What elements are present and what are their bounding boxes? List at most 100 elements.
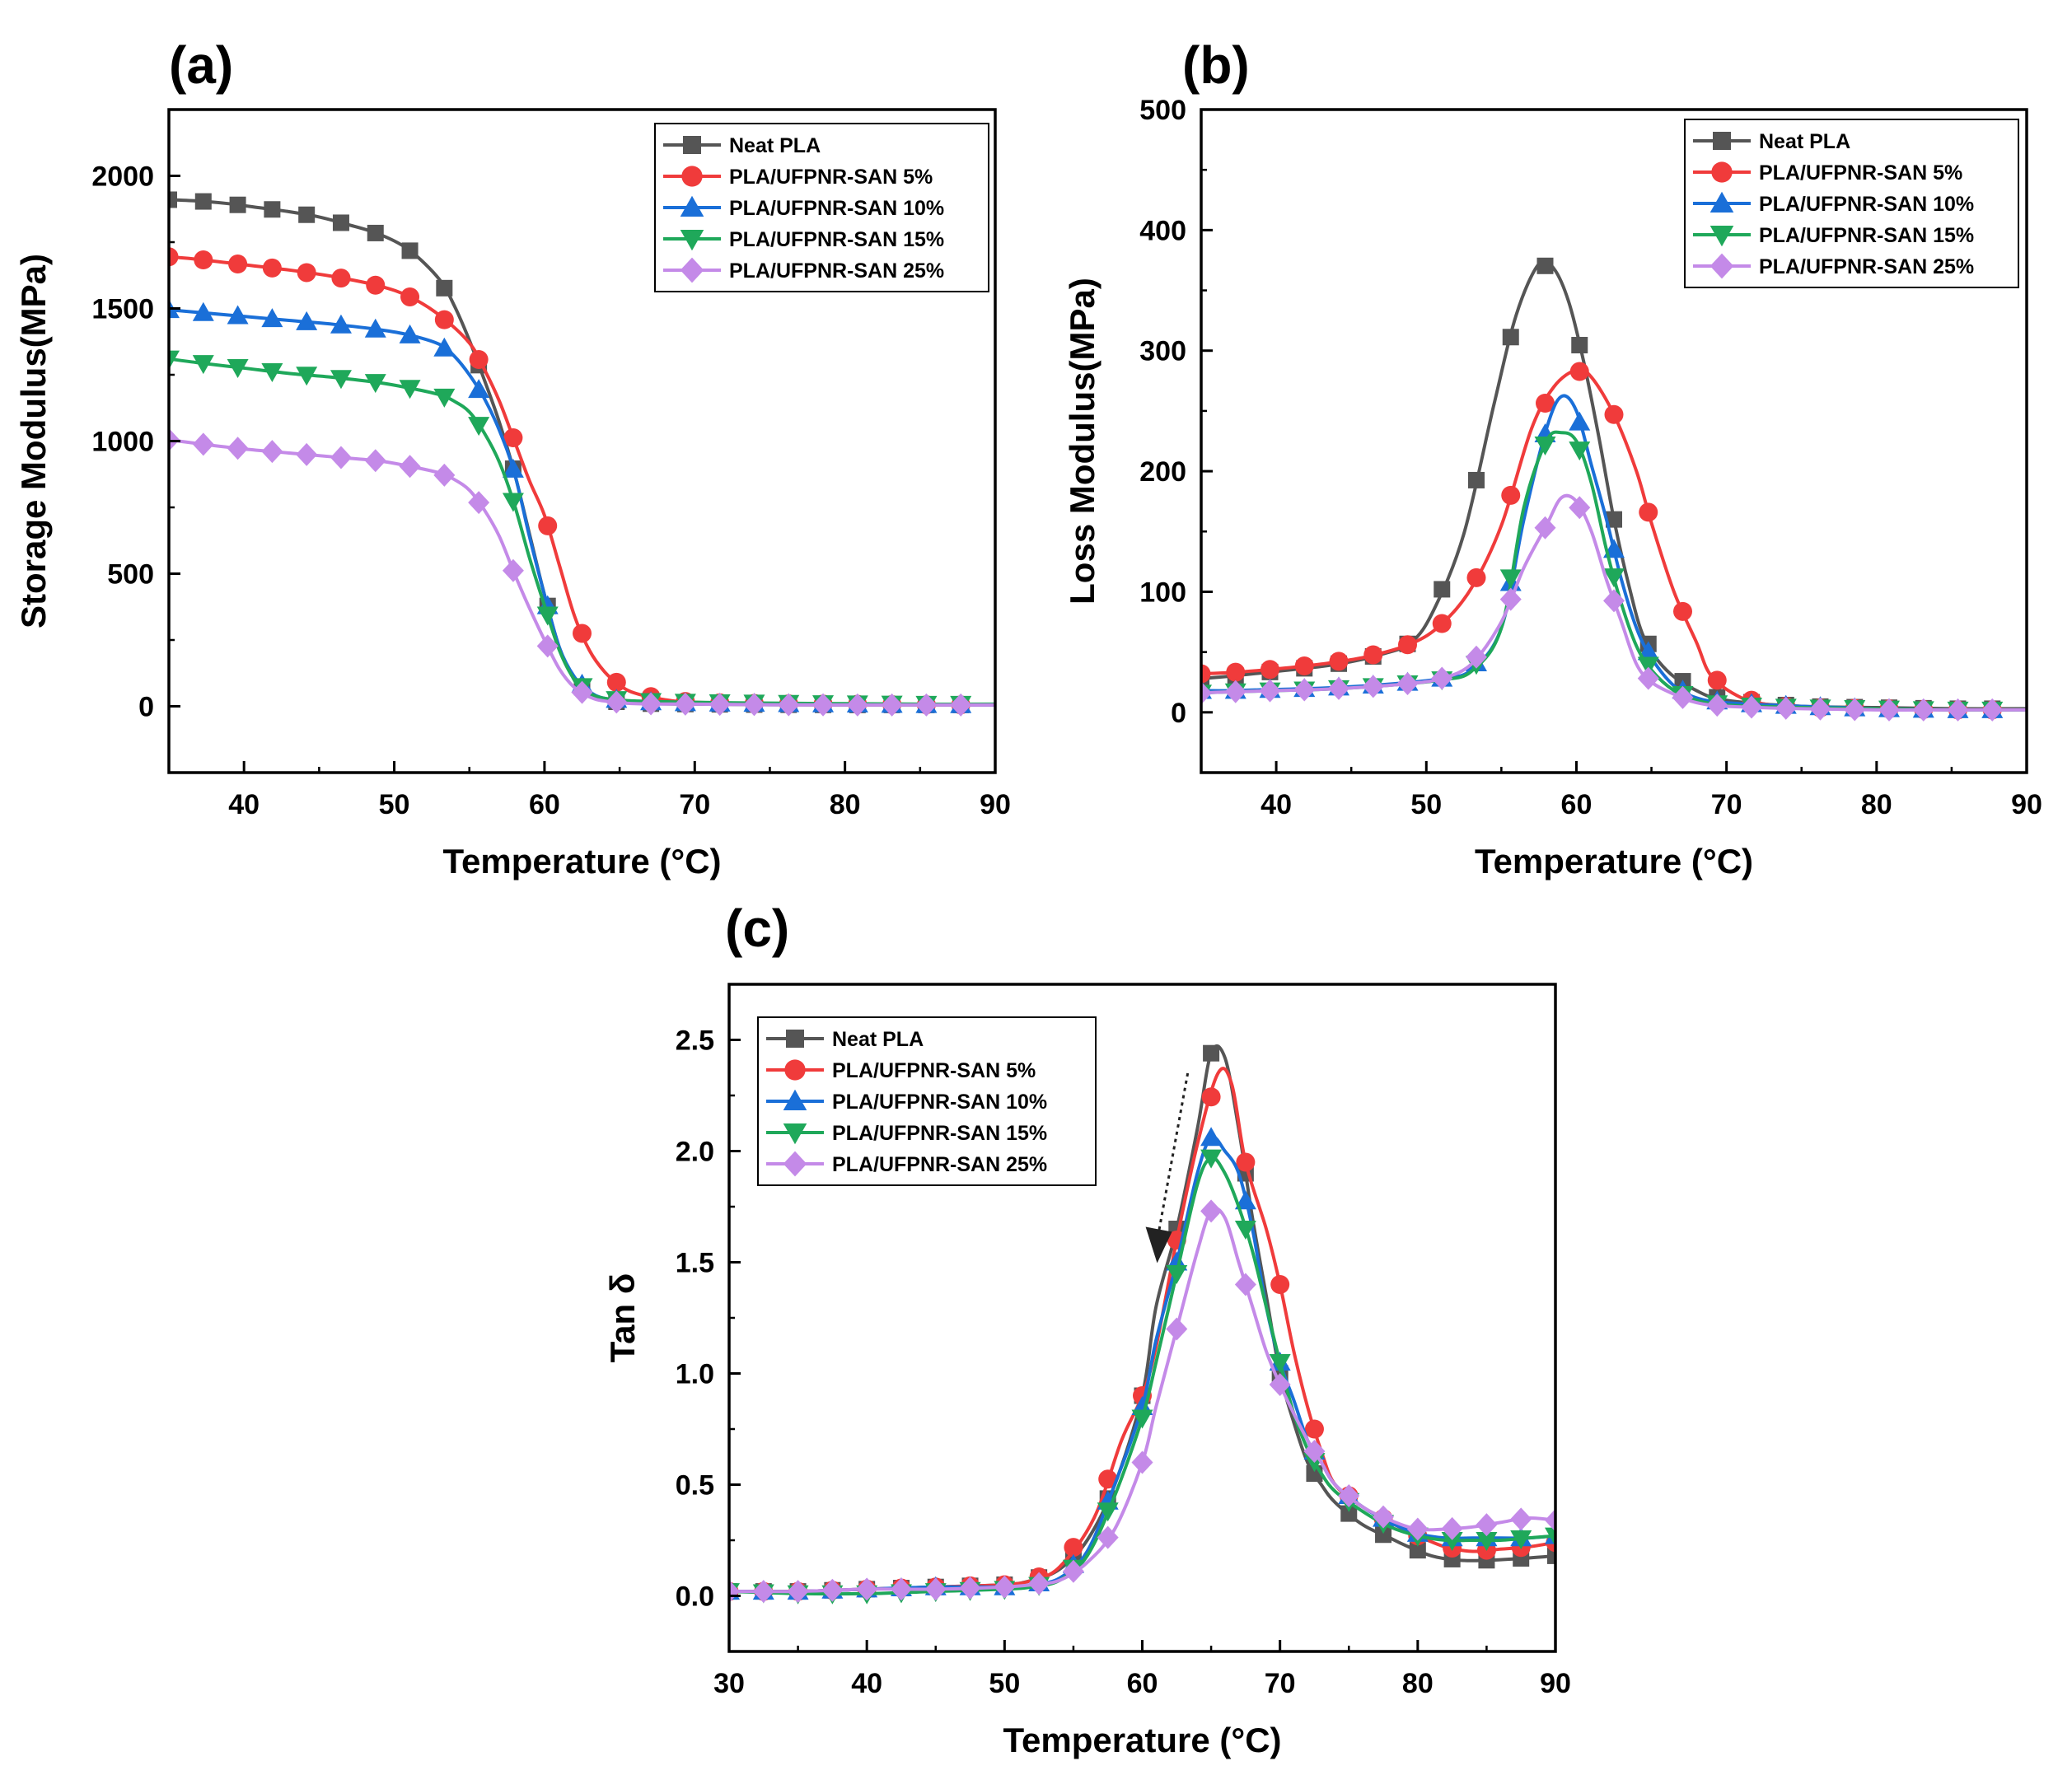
series-line bbox=[169, 437, 995, 707]
data-point bbox=[784, 1059, 806, 1081]
data-point bbox=[1261, 660, 1279, 680]
data-point bbox=[1097, 1525, 1119, 1549]
data-point bbox=[881, 693, 903, 717]
chart-1: 40 50 60 70 80 90 0 100 200 300 400 500 Temperature … bbox=[1063, 95, 2042, 880]
data-point bbox=[1534, 436, 1556, 455]
data-point bbox=[399, 455, 421, 479]
data-point bbox=[1131, 1450, 1153, 1474]
data-point bbox=[1398, 635, 1417, 655]
data-point bbox=[783, 1089, 807, 1110]
data-point bbox=[1441, 1516, 1463, 1540]
data-point bbox=[1224, 680, 1246, 703]
data-point bbox=[1200, 1199, 1223, 1223]
legend-box bbox=[757, 1016, 1097, 1186]
legend-entry: PLA/UFPNR-SAN 15% bbox=[832, 1122, 1047, 1145]
series-group bbox=[729, 1044, 1555, 1605]
data-point bbox=[674, 692, 696, 716]
data-point bbox=[330, 446, 352, 469]
data-point bbox=[296, 367, 318, 386]
data-point bbox=[1234, 1273, 1256, 1296]
annotation-arrow-shaft bbox=[1158, 1072, 1190, 1232]
data-point bbox=[227, 305, 249, 325]
data-point bbox=[1569, 411, 1591, 431]
legend-entry: PLA/UFPNR-SAN 5% bbox=[832, 1059, 1036, 1082]
series-line bbox=[1201, 259, 2027, 711]
data-point bbox=[1259, 679, 1281, 703]
data-point bbox=[1710, 191, 1734, 213]
x-tick-label: 60 bbox=[529, 789, 560, 820]
panel-label-c: (c) bbox=[725, 899, 790, 958]
series-line bbox=[169, 357, 995, 706]
legend-entry: PLA/UFPNR-SAN 10% bbox=[729, 197, 944, 220]
data-point bbox=[1981, 698, 2004, 722]
data-point bbox=[1269, 1354, 1291, 1373]
data-point bbox=[1710, 226, 1734, 247]
data-point bbox=[994, 1575, 1016, 1599]
data-point bbox=[1510, 1530, 1532, 1549]
data-point bbox=[959, 1576, 981, 1600]
x-tick-label: 50 bbox=[989, 1668, 1020, 1699]
x-tick-label: 40 bbox=[851, 1668, 882, 1699]
data-point bbox=[1499, 587, 1522, 611]
data-point bbox=[1304, 1419, 1324, 1439]
data-point bbox=[1639, 502, 1658, 522]
data-point bbox=[1466, 645, 1487, 669]
data-point bbox=[468, 379, 490, 399]
data-point bbox=[743, 693, 765, 717]
data-point bbox=[298, 206, 316, 223]
data-point bbox=[1476, 1513, 1498, 1537]
data-point bbox=[1269, 1373, 1291, 1396]
data-point bbox=[227, 437, 249, 460]
data-point bbox=[1234, 1221, 1256, 1240]
data-point bbox=[1604, 404, 1624, 424]
data-point bbox=[227, 359, 249, 379]
data-point bbox=[1406, 1517, 1429, 1541]
data-point bbox=[297, 263, 316, 283]
legend-entry: PLA/UFPNR-SAN 15% bbox=[729, 228, 944, 251]
annotation-arrow-head bbox=[1145, 1226, 1172, 1264]
data-point bbox=[433, 337, 456, 357]
data-point bbox=[330, 370, 352, 390]
x-tick-label: 40 bbox=[1261, 789, 1292, 820]
data-point bbox=[1166, 1265, 1188, 1284]
data-point bbox=[1912, 698, 1934, 722]
y-tick-label: 0.5 bbox=[676, 1470, 714, 1502]
data-point bbox=[924, 1577, 947, 1601]
data-point bbox=[1711, 161, 1733, 183]
data-point bbox=[1201, 681, 1212, 705]
data-point bbox=[1131, 1409, 1153, 1429]
data-point bbox=[1545, 1508, 1555, 1532]
data-point bbox=[262, 258, 282, 278]
data-point bbox=[1775, 696, 1797, 720]
data-point bbox=[1637, 666, 1659, 690]
data-point bbox=[364, 318, 386, 338]
legend-entry: PLA/UFPNR-SAN 25% bbox=[729, 259, 944, 283]
y-tick-label: 0 bbox=[138, 692, 154, 723]
x-axis-label: Temperature (°C) bbox=[1475, 842, 1753, 880]
data-point bbox=[1844, 698, 1866, 722]
data-point bbox=[783, 1151, 807, 1177]
y-tick-label: 200 bbox=[1139, 456, 1186, 488]
data-point bbox=[169, 247, 179, 267]
data-point bbox=[1606, 511, 1622, 528]
x-tick-label: 70 bbox=[1711, 789, 1742, 820]
data-point bbox=[915, 693, 938, 717]
data-point bbox=[752, 1580, 774, 1604]
data-point bbox=[332, 214, 349, 231]
y-tick-label: 1.0 bbox=[676, 1359, 714, 1390]
data-point bbox=[169, 427, 180, 451]
data-point bbox=[1741, 695, 1762, 719]
x-tick-label: 50 bbox=[1410, 789, 1442, 820]
data-point bbox=[296, 311, 318, 330]
x-axis-label: Temperature (°C) bbox=[1003, 1721, 1281, 1759]
y-tick-label: 400 bbox=[1139, 215, 1186, 246]
data-point bbox=[680, 257, 704, 283]
data-point bbox=[783, 1123, 807, 1145]
data-point bbox=[1466, 568, 1486, 587]
data-point bbox=[296, 442, 318, 466]
legend-entry: PLA/UFPNR-SAN 25% bbox=[832, 1153, 1047, 1176]
data-point bbox=[1200, 1127, 1223, 1147]
data-point bbox=[1362, 675, 1384, 698]
data-point bbox=[606, 672, 626, 692]
data-point bbox=[1097, 1502, 1119, 1522]
